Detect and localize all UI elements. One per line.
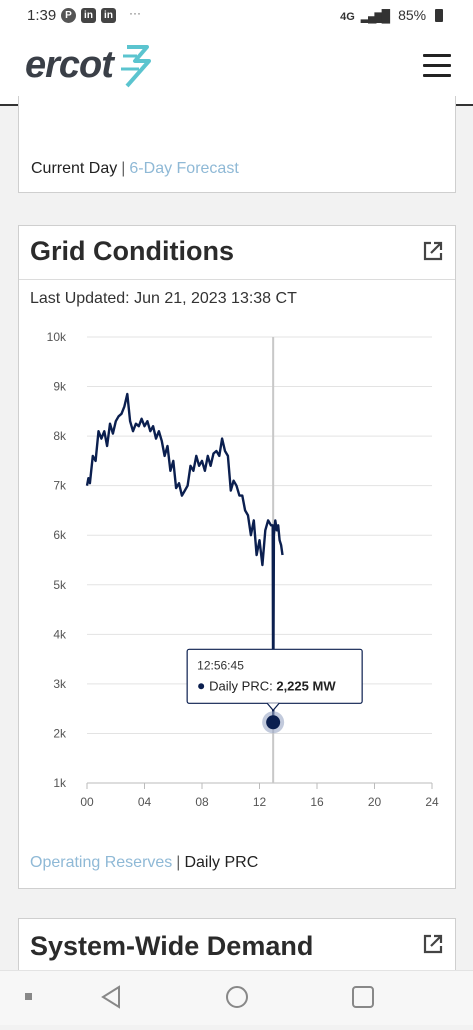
battery-level: 85% (398, 7, 427, 23)
network-type: 4G (340, 11, 355, 23)
recent-dot-icon (25, 993, 32, 1000)
last-updated-text: Last Updated: Jun 21, 2023 13:38 CT (30, 290, 297, 307)
external-link-icon[interactable] (422, 240, 444, 262)
y-tick-label: 10k (47, 330, 67, 344)
signal-icon: ▂▄▆█ (360, 9, 391, 23)
x-tick-label: 12 (253, 795, 267, 809)
tooltip-value: 2,225 MW (276, 678, 336, 693)
status-bar: 1:39 P in in ··· 4G ▂▄▆█ 85% (0, 0, 473, 32)
status-right: 4G ▂▄▆█ 85% (340, 7, 443, 23)
tooltip-series-dot (198, 683, 205, 690)
forecast-links: Current Day | 6-Day Forecast (31, 160, 239, 178)
ercot-logo-text[interactable]: ercot (25, 44, 114, 86)
linkedin-icon: in (81, 8, 96, 23)
tooltip-label: Daily PRC: 2,225 MW (209, 678, 336, 693)
data-point (266, 715, 281, 730)
y-tick-label: 6k (53, 528, 67, 542)
daily-prc-label: Daily PRC (184, 854, 259, 871)
app-header: ercot (0, 32, 473, 106)
grid-conditions-card: Grid Conditions Last Updated: Jun 21, 20… (18, 225, 456, 889)
hamburger-menu-icon[interactable] (423, 54, 451, 78)
grid-conditions-title: Grid Conditions (30, 236, 234, 266)
card-divider (19, 279, 455, 280)
pinterest-icon: P (61, 8, 76, 23)
system-wide-demand-title: System-Wide Demand (30, 931, 314, 961)
tooltip-time: 12:56:45 (197, 658, 244, 672)
y-tick-label: 5k (53, 578, 67, 592)
x-tick-label: 08 (195, 795, 209, 809)
home-icon[interactable] (226, 986, 248, 1008)
daily-prc-series-line (85, 392, 284, 724)
daily-prc-chart[interactable]: 10k 9k 8k 7k 6k 5k 4k 3k 2k 1k 00 04 08 12 16 20 24 12:56… (19, 226, 455, 826)
link-separator: | (176, 854, 181, 871)
ercot-logo-icon (121, 45, 151, 88)
y-tick-label: 3k (53, 677, 67, 691)
system-wide-demand-card: System-Wide Demand (18, 918, 456, 980)
tooltip-pointer (266, 702, 280, 712)
y-tick-label: 1k (53, 776, 67, 790)
back-icon[interactable] (101, 985, 120, 1009)
y-tick-label: 8k (53, 429, 67, 443)
x-tick-label: 16 (310, 795, 324, 809)
x-tick-label: 04 (138, 795, 152, 809)
y-tick-label: 7k (53, 479, 67, 493)
x-tick-label: 24 (425, 795, 439, 809)
notification-overflow: ··· (129, 6, 141, 20)
x-tick-label: 00 (80, 795, 94, 809)
forecast-card: Current Day | 6-Day Forecast (18, 96, 456, 193)
y-tick-label: 2k (53, 726, 67, 740)
linkedin-icon-2: in (101, 8, 116, 23)
six-day-forecast-link[interactable]: 6-Day Forecast (129, 160, 239, 177)
grid-conditions-links: Operating Reserves | Daily PRC (30, 854, 258, 872)
current-day-label: Current Day (31, 160, 118, 177)
battery-icon (435, 9, 443, 22)
link-separator: | (121, 160, 126, 177)
operating-reserves-link[interactable]: Operating Reserves (30, 854, 173, 871)
recents-icon[interactable] (352, 986, 374, 1008)
external-link-icon[interactable] (422, 933, 444, 955)
system-nav-bar (0, 970, 473, 1025)
y-tick-label: 9k (53, 380, 67, 394)
tooltip-series-name: Daily PRC: (209, 678, 276, 693)
x-tick-label: 20 (368, 795, 382, 809)
status-time: 1:39 (27, 7, 57, 24)
y-tick-label: 4k (53, 627, 67, 641)
